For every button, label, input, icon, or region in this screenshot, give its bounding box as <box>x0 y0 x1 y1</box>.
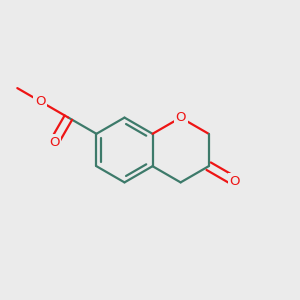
Text: O: O <box>35 95 46 108</box>
Text: O: O <box>229 175 240 188</box>
Text: O: O <box>49 136 59 149</box>
Text: O: O <box>176 111 186 124</box>
